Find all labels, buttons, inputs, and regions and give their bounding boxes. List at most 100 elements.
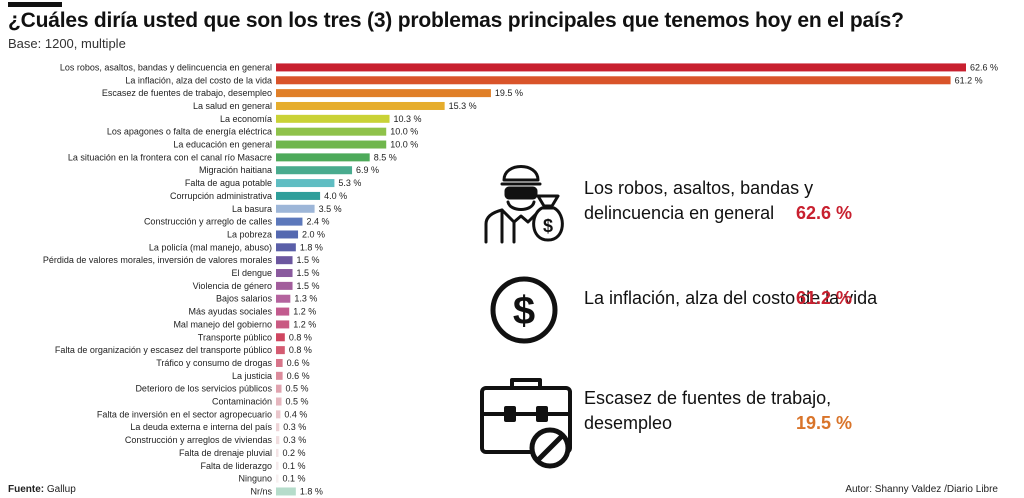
category-label: Más ayudas sociales bbox=[188, 307, 272, 317]
category-label: La deuda externa e interna del país bbox=[130, 422, 272, 432]
value-label: 1.8 % bbox=[300, 486, 323, 496]
value-label: 61.2 % bbox=[955, 75, 983, 85]
highlight-2-value: 61.2 % bbox=[795, 288, 852, 308]
value-label: 10.3 % bbox=[394, 114, 422, 124]
value-label: 1.5 % bbox=[297, 281, 320, 291]
bar bbox=[276, 358, 283, 367]
svg-text:$: $ bbox=[543, 216, 553, 236]
highlight-1: Los robos, asaltos, bandas y delincuenci… bbox=[584, 176, 884, 226]
category-label: Tráfico y consumo de drogas bbox=[156, 358, 272, 368]
bar bbox=[276, 269, 293, 278]
value-label: 19.5 % bbox=[495, 88, 523, 98]
bar bbox=[276, 436, 280, 445]
value-label: 0.8 % bbox=[289, 345, 312, 355]
bar bbox=[276, 217, 303, 226]
source-note: Fuente: Gallup bbox=[8, 484, 76, 495]
highlight-1-value: 62.6 % bbox=[795, 203, 852, 223]
value-label: 0.6 % bbox=[287, 371, 310, 381]
category-label: Mal manejo del gobierno bbox=[173, 319, 272, 329]
value-label: 10.0 % bbox=[390, 127, 418, 137]
category-label: La policía (mal manejo, abuso) bbox=[149, 242, 272, 252]
category-label: Los apagones o falta de energía eléctric… bbox=[107, 127, 272, 137]
value-label: 1.2 % bbox=[293, 319, 316, 329]
value-label: 62.6 % bbox=[970, 62, 998, 72]
value-label: 0.3 % bbox=[283, 435, 306, 445]
category-label: La justicia bbox=[232, 371, 272, 381]
value-label: 0.5 % bbox=[286, 384, 309, 394]
bar bbox=[276, 63, 966, 72]
category-label: La basura bbox=[232, 204, 272, 214]
bar bbox=[276, 320, 290, 329]
bar bbox=[276, 89, 491, 98]
category-label: Ninguno bbox=[238, 474, 272, 484]
bar bbox=[276, 76, 951, 85]
category-label: La situación en la frontera con el canal… bbox=[68, 152, 272, 162]
bar bbox=[276, 191, 321, 200]
category-label: Bajos salarios bbox=[216, 294, 273, 304]
value-label: 0.6 % bbox=[287, 358, 310, 368]
category-label: Violencia de género bbox=[193, 281, 272, 291]
category-label: Pérdida de valores morales, inversión de… bbox=[43, 255, 273, 265]
value-label: 10.0 % bbox=[390, 140, 418, 150]
category-label: Falta de agua potable bbox=[185, 178, 272, 188]
category-label: La salud en general bbox=[193, 101, 272, 111]
category-label: Falta de drenaje pluvial bbox=[179, 448, 272, 458]
value-label: 15.3 % bbox=[449, 101, 477, 111]
value-label: 0.1 % bbox=[283, 474, 306, 484]
bar bbox=[276, 127, 387, 136]
category-label: Transporte público bbox=[198, 332, 272, 342]
bar bbox=[276, 333, 285, 342]
bar bbox=[276, 281, 293, 290]
thief-with-money-bag-icon: $ bbox=[484, 165, 564, 244]
value-label: 0.2 % bbox=[283, 448, 306, 458]
bar bbox=[276, 410, 281, 419]
author-note: Autor: Shanny Valdez /Diario Libre bbox=[845, 484, 998, 495]
svg-text:$: $ bbox=[513, 289, 535, 333]
highlight-3-text: Escasez de fuentes de trabajo, desempleo bbox=[584, 388, 832, 433]
bar bbox=[276, 371, 283, 380]
value-label: 2.4 % bbox=[306, 217, 329, 227]
value-label: 0.1 % bbox=[283, 461, 306, 471]
source-value: Gallup bbox=[46, 484, 76, 495]
value-label: 0.8 % bbox=[289, 332, 312, 342]
dollar-coin-icon: $ bbox=[490, 276, 558, 344]
source-label: Fuente: bbox=[8, 484, 45, 495]
bar bbox=[276, 474, 279, 483]
highlight-2-text: La inflación, alza del costo de la vida bbox=[584, 288, 878, 308]
value-label: 4.0 % bbox=[324, 191, 347, 201]
category-label: Construcción y arreglo de calles bbox=[144, 217, 273, 227]
value-label: 1.8 % bbox=[300, 242, 323, 252]
bar bbox=[276, 307, 290, 316]
bar bbox=[276, 114, 390, 123]
bar bbox=[276, 346, 285, 355]
bar bbox=[276, 487, 296, 496]
category-label: La educación en general bbox=[173, 140, 272, 150]
value-label: 0.3 % bbox=[283, 422, 306, 432]
title-accent-bar bbox=[8, 2, 62, 7]
value-label: 3.5 % bbox=[319, 204, 342, 214]
highlight-3: Escasez de fuentes de trabajo, desempleo… bbox=[584, 386, 884, 436]
chart-subtitle: Base: 1200, multiple bbox=[8, 36, 126, 51]
category-label: Los robos, asaltos, bandas y delincuenci… bbox=[60, 62, 272, 72]
bar bbox=[276, 294, 291, 303]
highlight-1-text: Los robos, asaltos, bandas y delincuenci… bbox=[584, 178, 814, 223]
value-label: 6.9 % bbox=[356, 165, 379, 175]
value-label: 0.4 % bbox=[284, 409, 307, 419]
briefcase-no-icon bbox=[480, 378, 572, 469]
bar bbox=[276, 448, 279, 457]
category-label: Contaminación bbox=[212, 397, 272, 407]
bar bbox=[276, 204, 315, 213]
chart-title: ¿Cuáles diría usted que son los tres (3)… bbox=[8, 9, 904, 32]
category-label: Escasez de fuentes de trabajo, desempleo bbox=[102, 88, 272, 98]
value-label: 0.5 % bbox=[286, 397, 309, 407]
bar bbox=[276, 179, 335, 188]
bar bbox=[276, 153, 370, 162]
value-label: 2.0 % bbox=[302, 229, 325, 239]
category-label: Deterioro de los servicios públicos bbox=[135, 384, 272, 394]
category-label: Corrupción administrativa bbox=[170, 191, 272, 201]
bar bbox=[276, 397, 282, 406]
category-label: La pobreza bbox=[227, 229, 272, 239]
category-label: Nr/ns bbox=[250, 486, 272, 496]
bar bbox=[276, 256, 293, 265]
